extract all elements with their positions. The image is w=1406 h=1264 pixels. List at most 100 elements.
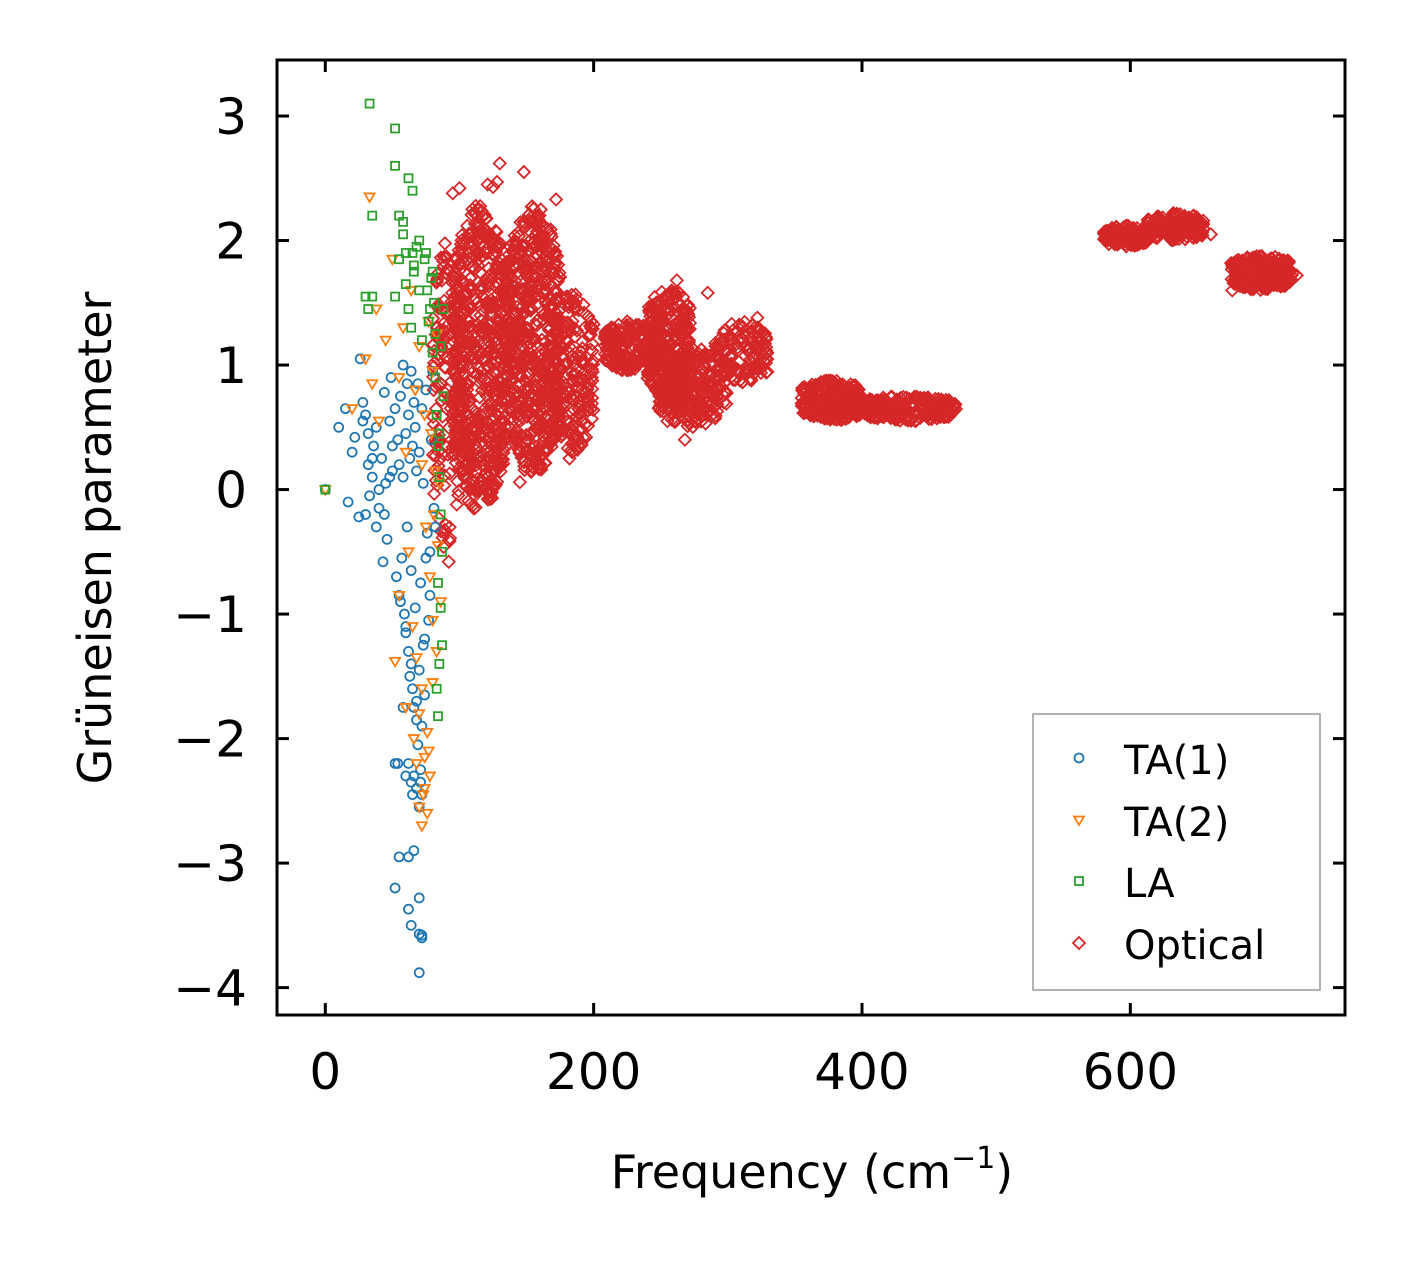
optical-point [525, 235, 540, 251]
optical-point [506, 305, 521, 320]
data-point [378, 509, 390, 520]
optical-point [905, 401, 920, 416]
data-point [423, 316, 434, 327]
optical-point [466, 424, 481, 439]
data-point [420, 384, 432, 396]
optical-point [900, 409, 915, 425]
data-point [405, 365, 417, 377]
x-axis-label: Frequency (cm−1) [611, 1141, 1014, 1199]
legend-marker-optical [1071, 935, 1087, 951]
optical-point [534, 391, 550, 407]
data-point [369, 304, 383, 316]
optical-point [679, 378, 695, 394]
optical-point [453, 320, 468, 335]
optical-point [429, 275, 444, 290]
optical-point [1285, 265, 1301, 281]
optical-point [567, 299, 583, 314]
optical-point [543, 226, 559, 242]
optical-point [470, 294, 486, 310]
optical-point [485, 179, 501, 195]
optical-point [796, 383, 811, 398]
optical-point [436, 253, 451, 269]
optical-point [438, 360, 453, 375]
optical-point [452, 180, 467, 196]
optical-point [535, 389, 551, 404]
optical-point [551, 303, 567, 319]
optical-point [512, 342, 528, 357]
optical-point [476, 317, 492, 332]
data-point [423, 771, 437, 783]
optical-point [504, 383, 520, 399]
optical-point [565, 354, 580, 370]
optical-point [680, 303, 695, 319]
data-point [360, 509, 371, 520]
optical-point [448, 438, 463, 454]
data-point [393, 459, 405, 471]
data-point [357, 397, 369, 408]
optical-point [470, 422, 485, 438]
optical-point [484, 271, 500, 286]
optical-point [937, 399, 953, 415]
data-point [401, 378, 413, 390]
optical-point [732, 373, 748, 388]
optical-point [565, 418, 580, 434]
optical-point [700, 285, 715, 301]
data-point [384, 471, 396, 483]
data-point [386, 465, 398, 477]
optical-point [827, 411, 842, 427]
optical-point [486, 410, 502, 425]
optical-point [508, 407, 523, 422]
x-tick-label: 600 [1083, 1043, 1178, 1101]
data-point [415, 460, 429, 472]
data-point [397, 702, 409, 713]
optical-point [548, 391, 564, 407]
optical-point [1109, 230, 1124, 246]
optical-point [583, 401, 598, 417]
optical-point [517, 258, 533, 274]
optical-point [503, 337, 518, 352]
data-point [370, 521, 382, 533]
data-point [435, 341, 446, 352]
optical-point [538, 293, 553, 309]
optical-point [1233, 262, 1248, 278]
optical-point [530, 218, 545, 233]
data-point [416, 403, 428, 415]
optical-point [578, 368, 593, 383]
x-tick-label: 400 [814, 1043, 909, 1101]
data-point [400, 770, 412, 782]
optical-point [660, 355, 676, 371]
optical-point [536, 312, 551, 328]
data-point [418, 410, 432, 422]
optical-point [441, 554, 457, 570]
optical-point [509, 356, 525, 372]
optical-point [630, 320, 646, 335]
legend-marker-la [1074, 876, 1084, 886]
optical-point [620, 336, 635, 351]
optical-point [514, 391, 530, 407]
optical-point [431, 421, 446, 437]
data-point [412, 378, 424, 390]
optical-point [466, 248, 481, 264]
optical-point [690, 367, 706, 382]
optical-point [538, 455, 553, 471]
optical-point [583, 320, 599, 336]
y-tick-label: −3 [173, 835, 247, 893]
data-point [365, 379, 379, 391]
data-point [419, 254, 430, 265]
x-tick-label: 200 [546, 1043, 641, 1101]
optical-point [436, 249, 452, 265]
optical-point [820, 404, 836, 419]
optical-point [652, 326, 667, 341]
data-point [398, 229, 409, 240]
optical-point [447, 393, 462, 409]
optical-point [1243, 264, 1259, 280]
optical-point [458, 459, 473, 474]
optical-point [485, 456, 500, 472]
optical-point [514, 354, 530, 369]
data-point [392, 590, 406, 603]
data-point [353, 511, 365, 523]
optical-point [912, 392, 927, 408]
data-point [433, 711, 443, 722]
data-point [364, 98, 375, 109]
optical-point [534, 414, 550, 430]
